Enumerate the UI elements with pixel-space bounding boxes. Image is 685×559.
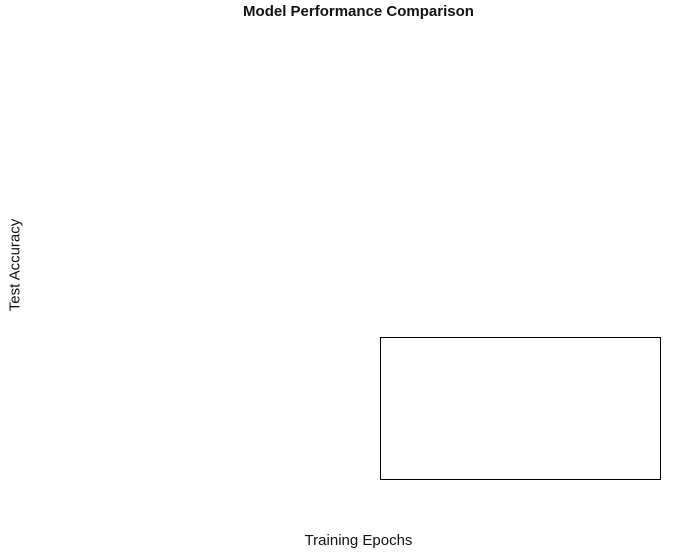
x-axis-label: Training Epochs: [304, 532, 413, 549]
y-axis-label: Test Accuracy: [6, 218, 24, 312]
chart-title: Model Performance Comparison: [243, 3, 474, 20]
legend: [380, 337, 661, 480]
